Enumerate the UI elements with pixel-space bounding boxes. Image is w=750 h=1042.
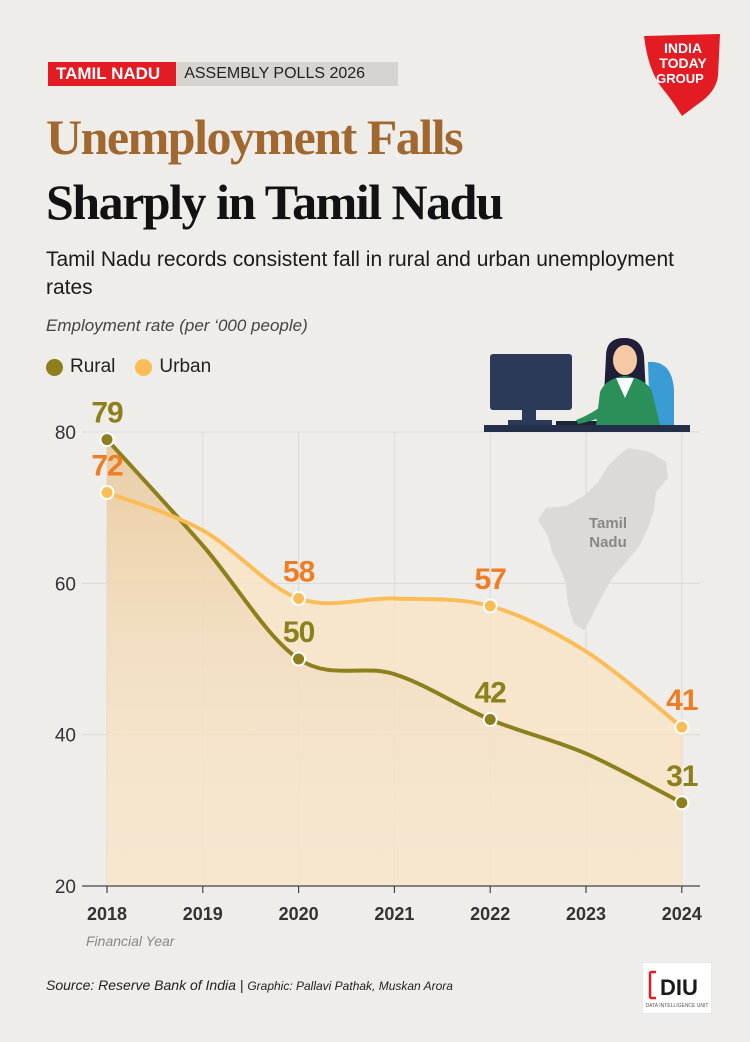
india-today-logo: INDIA TODAY GROUP: [644, 34, 720, 116]
rural-point: [482, 712, 498, 728]
urban-point: [291, 590, 307, 606]
diu-tagline: DATA INTELLIGENCE UNIT: [646, 1003, 709, 1009]
legend-rural: Rural: [46, 356, 115, 378]
arm: [576, 404, 612, 424]
x-tick-label: 2020: [279, 904, 319, 924]
urban-data-label: 41: [666, 684, 698, 717]
rural-point: [674, 795, 690, 811]
source-credit: Source: Reserve Bank of India | Graphic:…: [46, 977, 453, 993]
logo-line-2: TODAY: [659, 55, 707, 71]
urban-line: [105, 490, 684, 730]
rural-area: [107, 439, 682, 886]
state-tag: TAMIL NADU: [48, 62, 177, 86]
desk: [484, 425, 690, 432]
legend-urban: Urban: [135, 356, 211, 378]
label-layer: 79 50 42 31 72 58 57 41: [91, 397, 698, 793]
rural-line: [105, 437, 684, 805]
title-line-2: Sharply in Tamil Nadu: [46, 174, 504, 230]
woman-at-computer-illustration: [484, 338, 690, 432]
rural-data-label: 50: [283, 616, 315, 649]
event-tag: ASSEMBLY POLLS 2026: [176, 62, 399, 86]
area-layer: [107, 439, 682, 886]
x-tick-label: 2018: [87, 904, 127, 924]
rural-data-label: 42: [475, 677, 507, 710]
keyboard: [556, 421, 612, 425]
source-text: Source: Reserve Bank of India |: [46, 977, 248, 993]
y-axis-label: Employment rate (per ‘000 people): [46, 316, 308, 335]
urban-data-label: 57: [475, 563, 507, 596]
marker-layer: [99, 432, 690, 811]
y-tick-label: 60: [55, 574, 76, 595]
subtitle: Tamil Nadu records consistent fall in ru…: [46, 248, 674, 299]
legend-rural-label: Rural: [70, 356, 116, 377]
graphic-credit: Graphic: Pallavi Pathak, Muskan Arora: [247, 979, 453, 993]
line-layer: [105, 437, 684, 805]
tamil-nadu-map: Tamil Nadu: [538, 448, 668, 630]
y-tick-label: 20: [55, 877, 76, 898]
urban-point: [99, 485, 115, 501]
rural-data-label: 31: [666, 760, 698, 793]
shirt: [616, 378, 634, 398]
axis-layer: 80 60 40 20 2018 2019 2020 2021 2022 2023 2024: [55, 423, 702, 924]
logo-line-1: INDIA: [664, 40, 702, 56]
urban-point: [674, 719, 690, 735]
diu-mark: DIU: [660, 975, 698, 1000]
urban-data-label: 72: [91, 450, 123, 483]
x-tick-label: 2022: [470, 904, 510, 924]
header-tag: TAMIL NADU ASSEMBLY POLLS 2026: [48, 62, 399, 86]
x-axis-title: Financial Year: [86, 933, 176, 949]
monitor-stand: [522, 410, 536, 422]
map-label-line-1: Tamil: [589, 515, 627, 532]
title-line-1: Unemployment Falls: [46, 109, 464, 165]
logo-line-3: GROUP: [656, 71, 704, 86]
y-tick-label: 40: [55, 726, 76, 747]
y-tick-label: 80: [55, 423, 76, 444]
urban-data-label: 58: [283, 555, 315, 588]
urban-point: [482, 598, 498, 614]
legend-urban-label: Urban: [159, 356, 212, 377]
map-label-line-2: Nadu: [589, 534, 627, 551]
rural-data-label: 79: [91, 397, 123, 430]
x-tick-label: 2024: [662, 904, 702, 924]
body: [596, 376, 660, 425]
diu-logo: DIU DATA INTELLIGENCE UNIT: [642, 962, 712, 1014]
rural-point: [291, 651, 307, 667]
legend-urban-dot: [135, 358, 153, 376]
legend: Rural Urban: [46, 356, 231, 378]
rural-point: [99, 432, 115, 448]
x-tick-label: 2023: [566, 904, 606, 924]
face: [613, 345, 637, 375]
map-shape: [538, 448, 668, 630]
legend-rural-dot: [46, 358, 63, 376]
x-tick-label: 2021: [374, 904, 414, 924]
monitor-screen: [490, 354, 572, 410]
x-tick-label: 2019: [183, 904, 223, 924]
monitor-base: [508, 420, 552, 425]
